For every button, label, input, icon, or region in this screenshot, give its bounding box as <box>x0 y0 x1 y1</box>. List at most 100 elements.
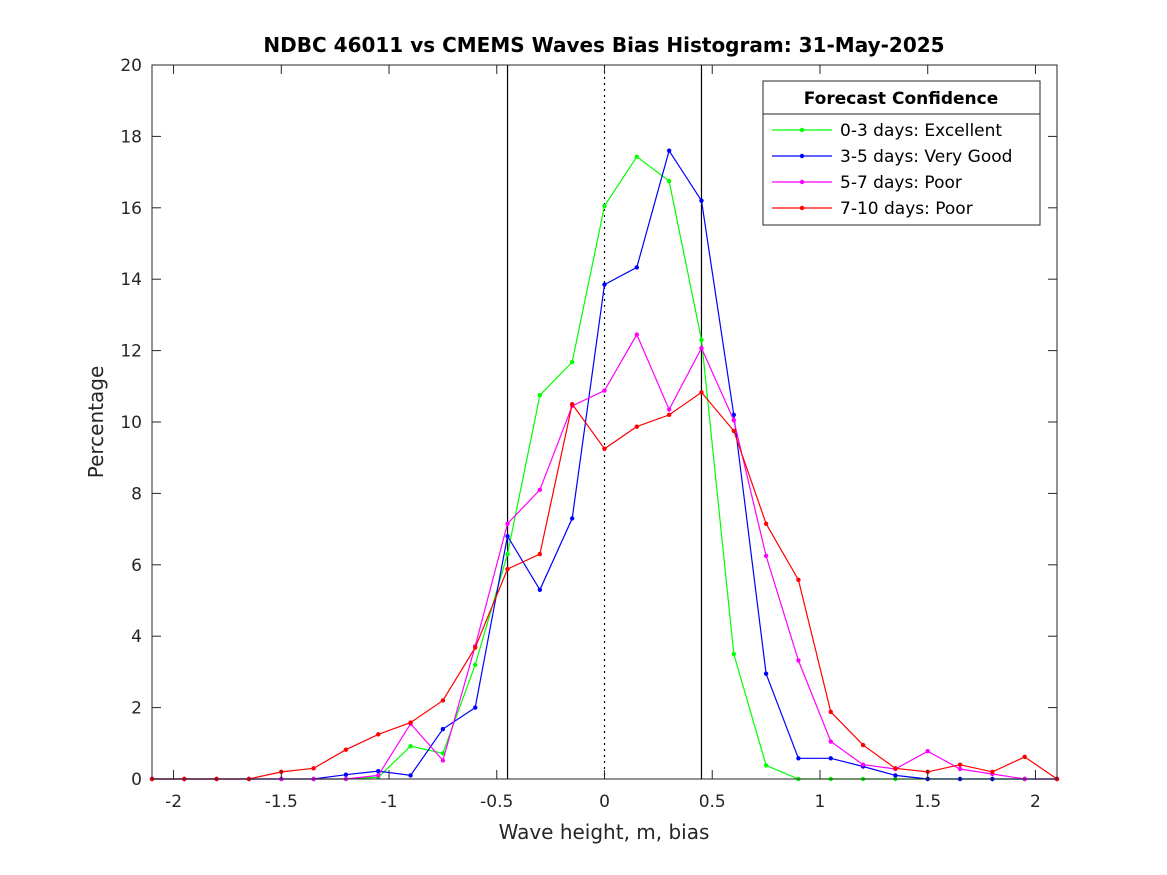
x-tick-label: 2 <box>1030 792 1041 812</box>
x-tick-label: 1.5 <box>914 792 941 812</box>
y-axis-label: Percentage <box>84 366 108 479</box>
data-point <box>763 671 769 676</box>
data-point <box>634 265 640 270</box>
legend-label-2: 5-7 days: Poor <box>840 173 962 193</box>
y-tick-label: 2 <box>131 699 142 719</box>
x-tick-label: 0.5 <box>699 792 726 812</box>
legend-marker-2 <box>799 179 805 185</box>
data-point <box>440 698 446 703</box>
reference-lines <box>506 65 703 779</box>
y-tick-label: 0 <box>131 770 142 790</box>
data-point <box>860 742 866 748</box>
data-point <box>699 390 704 395</box>
data-point <box>569 516 575 521</box>
data-point <box>376 768 381 774</box>
data-point <box>602 203 607 209</box>
data-point <box>957 762 963 767</box>
x-tick-label: 0 <box>599 792 610 812</box>
data-point <box>634 154 640 159</box>
x-tick-label: 1 <box>815 792 826 812</box>
data-point <box>473 662 478 667</box>
data-point <box>634 332 640 337</box>
data-point <box>408 773 413 778</box>
data-point <box>731 418 736 423</box>
legend-marker-0 <box>799 127 805 133</box>
data-point <box>796 577 801 582</box>
data-point <box>505 521 510 526</box>
x-tick-label: -0.5 <box>480 792 513 812</box>
data-point <box>990 769 995 775</box>
data-point <box>408 743 413 749</box>
data-point <box>796 756 801 761</box>
y-tick-label: 4 <box>131 627 142 647</box>
data-point <box>311 766 316 771</box>
y-tick-label: 6 <box>131 556 142 576</box>
data-point <box>828 709 833 715</box>
data-point <box>343 747 349 752</box>
x-tick-label: -1.5 <box>265 792 298 812</box>
data-point <box>666 148 672 153</box>
data-point <box>731 651 736 657</box>
legend-marker-1 <box>799 153 805 159</box>
data-point <box>473 645 478 650</box>
data-point <box>440 758 446 763</box>
x-tick-label: -2 <box>165 792 182 812</box>
data-point <box>925 748 930 754</box>
data-point <box>473 705 478 710</box>
data-point <box>699 198 704 203</box>
data-point <box>666 407 672 412</box>
x-axis-label: Wave height, m, bias <box>499 820 710 844</box>
data-point <box>763 763 769 768</box>
data-point <box>505 566 510 572</box>
legend-marker-3 <box>799 205 805 211</box>
data-point <box>957 766 963 772</box>
y-tick-label: 20 <box>120 56 142 76</box>
chart-title: NDBC 46011 vs CMEMS Waves Bias Histogram… <box>263 33 944 57</box>
data-point <box>408 720 413 725</box>
legend-label-1: 3-5 days: Very Good <box>840 147 1012 167</box>
legend-label-3: 7-10 days: Poor <box>840 199 973 219</box>
data-point <box>537 393 543 398</box>
data-point <box>537 551 543 557</box>
data-point <box>828 756 833 761</box>
legend-label-0: 0-3 days: Excellent <box>840 121 1002 141</box>
data-point <box>796 658 801 663</box>
data-point <box>602 446 607 451</box>
data-point <box>376 732 381 737</box>
data-point <box>666 178 672 184</box>
data-point <box>376 773 381 778</box>
data-point <box>699 345 704 351</box>
data-point <box>1022 754 1027 760</box>
data-point <box>828 739 833 744</box>
data-point <box>731 428 736 434</box>
data-point <box>860 762 866 767</box>
data-point <box>569 401 575 407</box>
data-point <box>602 388 607 393</box>
data-point <box>537 487 543 493</box>
data-point <box>505 534 510 539</box>
data-point <box>440 726 446 732</box>
data-point <box>537 587 543 592</box>
data-point <box>505 551 510 557</box>
legend-title: Forecast Confidence <box>804 89 999 109</box>
data-point <box>731 412 736 418</box>
legend: Forecast Confidence 0-3 days: Excellent 3… <box>762 80 1041 226</box>
legend-box <box>762 80 1041 226</box>
y-tick-label: 8 <box>131 484 142 504</box>
y-tick-label: 18 <box>120 127 142 147</box>
data-point <box>666 412 672 418</box>
data-point <box>763 521 769 526</box>
data-point <box>569 359 575 365</box>
data-point <box>602 282 607 287</box>
x-tick-label: -1 <box>381 792 398 812</box>
y-tick-label: 14 <box>120 270 142 290</box>
y-tick-label: 12 <box>120 342 142 362</box>
data-point <box>343 772 349 777</box>
data-point <box>893 773 898 778</box>
data-point <box>763 553 769 559</box>
data-point <box>634 424 640 429</box>
y-tick-label: 16 <box>120 199 142 219</box>
data-point <box>699 337 704 343</box>
